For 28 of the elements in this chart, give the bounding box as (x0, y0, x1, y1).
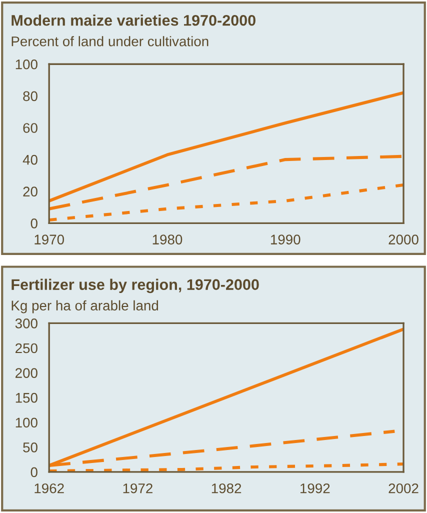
y-tick-label: 50 (23, 442, 38, 452)
chart-subtitle: Percent of land under cultivation (12, 36, 208, 46)
y-tick-label: 80 (23, 91, 38, 102)
x-tick-label: 1972 (123, 483, 152, 494)
x-tick-label: 2002 (388, 483, 418, 494)
x-tick-label: 1970 (34, 234, 64, 244)
y-tick-label: 100 (16, 59, 38, 70)
y-tick-label: 0 (30, 467, 38, 478)
y-tick-label: 20 (23, 186, 38, 197)
y-tick-label: 40 (22, 154, 38, 165)
x-tick-label: 2000 (388, 234, 418, 244)
line-series (49, 154, 404, 210)
y-tick-label: 60 (23, 123, 38, 133)
x-tick-label: 1962 (34, 483, 64, 494)
y-tick-label: 100 (16, 418, 38, 428)
x-tick-label: 1982 (212, 483, 242, 494)
line-series (49, 91, 404, 202)
x-tick-label: 1980 (152, 234, 182, 244)
chart-subtitle: Kg per ha of arable land (12, 300, 158, 314)
y-tick-label: 200 (16, 368, 38, 378)
y-tick-label: 0 (30, 218, 38, 228)
chart-title: Fertilizer use by region, 1970-2000 (12, 278, 259, 294)
x-tick-label: 1992 (300, 483, 330, 494)
y-tick-label: 300 (15, 318, 38, 328)
chart-title: Modern maize varieties 1970-2000 (12, 14, 256, 26)
y-tick-label: 150 (16, 392, 38, 403)
x-tick-label: 1990 (270, 234, 300, 244)
y-tick-label: 250 (16, 343, 38, 354)
